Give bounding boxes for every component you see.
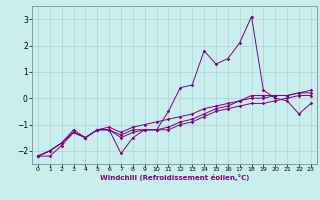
X-axis label: Windchill (Refroidissement éolien,°C): Windchill (Refroidissement éolien,°C) <box>100 174 249 181</box>
